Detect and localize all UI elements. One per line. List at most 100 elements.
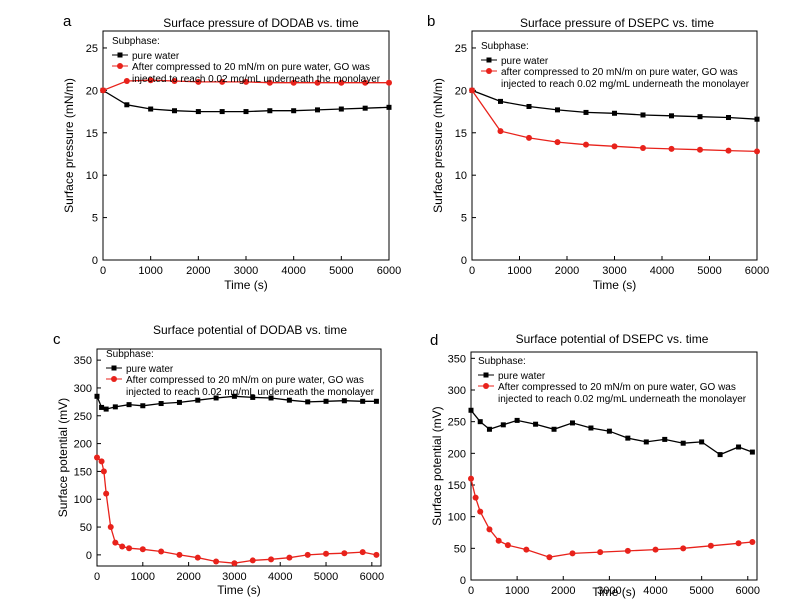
legend-marker xyxy=(486,57,492,63)
y-axis-label: Surface potential (mV) xyxy=(56,398,70,517)
chart-title: Surface pressure of DODAB vs. time xyxy=(163,16,359,30)
y-tick-label: 10 xyxy=(86,170,98,182)
series-line-pure-water xyxy=(103,89,389,113)
data-point xyxy=(504,542,511,549)
chart-panel-a: a Surface pressure of DODAB vs. time 0 1000… xyxy=(62,13,401,292)
data-point xyxy=(362,105,368,111)
x-tick-label: 0 xyxy=(468,585,474,597)
data-point xyxy=(611,143,618,150)
legend-entry: After compressed to 20 mN/m on pure wate… xyxy=(498,382,736,393)
data-point xyxy=(735,540,742,547)
data-point xyxy=(583,141,589,148)
data-point xyxy=(341,398,347,404)
x-tick-label: 5000 xyxy=(314,571,338,583)
legend-entry: pure water xyxy=(501,56,549,67)
y-tick-label: 5 xyxy=(461,213,467,225)
x-axis-label: Time (s) xyxy=(217,583,261,597)
legend-marker xyxy=(483,383,489,389)
y-tick-label: 10 xyxy=(455,170,467,182)
y-tick-label: 20 xyxy=(455,85,467,97)
data-point xyxy=(341,550,348,557)
legend-entry: injected to reach 0.02 mg/mL underneath … xyxy=(126,387,375,398)
data-point xyxy=(736,444,742,450)
data-point xyxy=(652,546,659,553)
data-point xyxy=(495,537,502,544)
chart-title: Surface potential of DODAB vs. time xyxy=(153,323,347,337)
legend-marker xyxy=(111,365,117,371)
data-point xyxy=(195,397,201,403)
data-point xyxy=(158,548,165,555)
legend-entry: injected to reach 0.02 mg/mL underneath … xyxy=(498,394,747,405)
legend-marker xyxy=(117,52,123,58)
data-point xyxy=(243,78,249,85)
y-tick-label: 0 xyxy=(460,575,466,587)
data-point xyxy=(526,134,532,141)
data-point xyxy=(546,554,553,561)
data-point xyxy=(250,394,256,400)
data-point xyxy=(624,547,631,554)
data-point xyxy=(231,560,238,567)
y-tick-label: 150 xyxy=(448,480,466,492)
x-tick-label: 1000 xyxy=(505,585,529,597)
data-point xyxy=(680,440,686,446)
data-point xyxy=(195,109,201,115)
x-tick-label: 3000 xyxy=(602,265,626,277)
legend-title: Subphase: xyxy=(106,349,154,360)
data-point xyxy=(612,110,617,116)
y-tick-label: 0 xyxy=(86,550,92,562)
y-tick-label: 50 xyxy=(80,522,92,534)
data-point xyxy=(112,404,118,410)
data-point xyxy=(124,102,130,108)
x-tick-label: 2000 xyxy=(176,571,200,583)
y-tick-label: 350 xyxy=(448,353,466,365)
data-point xyxy=(268,556,275,563)
data-point xyxy=(323,550,330,557)
x-axis-label: Time (s) xyxy=(593,278,637,292)
legend-entry: injected to reach 0.02 mg/mL underneath … xyxy=(501,79,750,90)
x-tick-label: 4000 xyxy=(281,265,305,277)
data-point xyxy=(555,107,560,113)
data-point xyxy=(103,490,110,497)
y-tick-label: 15 xyxy=(455,128,467,140)
x-tick-label: 2000 xyxy=(555,265,579,277)
y-tick-label: 300 xyxy=(74,383,92,395)
data-point xyxy=(286,397,292,403)
x-tick-label: 1000 xyxy=(138,265,162,277)
data-point xyxy=(749,449,755,455)
chart-title: Surface pressure of DSEPC vs. time xyxy=(520,16,714,30)
data-point xyxy=(486,526,493,533)
x-axis-label: Time (s) xyxy=(224,278,268,292)
data-point xyxy=(468,475,474,482)
data-point xyxy=(477,419,483,425)
data-point xyxy=(139,546,146,553)
legend-entry: After compressed to 20 mN/m on pure wate… xyxy=(132,62,370,73)
data-point xyxy=(523,546,530,553)
data-point xyxy=(588,425,594,431)
data-point xyxy=(754,148,760,155)
data-point xyxy=(749,539,756,545)
data-point xyxy=(514,417,520,423)
data-point xyxy=(338,106,344,112)
y-axis-label: Surface potential (mV) xyxy=(430,406,444,525)
panel-letter: a xyxy=(63,13,72,30)
data-point xyxy=(469,87,475,94)
data-point xyxy=(147,77,154,84)
y-tick-label: 25 xyxy=(455,43,467,55)
y-tick-label: 15 xyxy=(86,128,98,140)
x-tick-label: 6000 xyxy=(745,265,769,277)
data-point xyxy=(304,551,311,558)
data-point xyxy=(323,398,329,404)
x-tick-label: 6000 xyxy=(377,265,401,277)
x-tick-label: 5000 xyxy=(689,585,713,597)
data-point xyxy=(266,79,273,86)
data-point xyxy=(100,87,106,94)
data-point xyxy=(668,145,675,152)
x-tick-label: 5000 xyxy=(329,265,353,277)
legend-title: Subphase: xyxy=(112,36,160,47)
data-point xyxy=(472,494,479,501)
data-point xyxy=(717,452,723,458)
series-line-go-injected xyxy=(97,457,377,564)
data-point xyxy=(123,78,130,85)
data-point xyxy=(640,145,646,152)
